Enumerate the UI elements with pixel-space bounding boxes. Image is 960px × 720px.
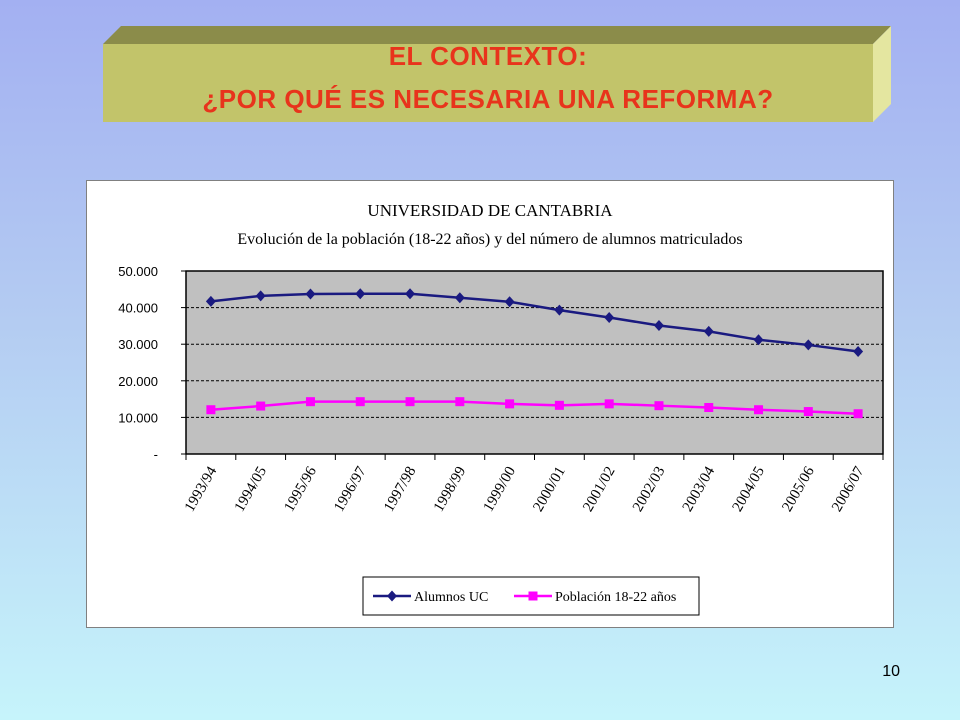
legend-label: Alumnos UC xyxy=(414,590,488,605)
data-point-alumnos xyxy=(753,334,764,346)
data-point-poblacion xyxy=(405,397,415,407)
data-point-alumnos xyxy=(653,320,664,332)
y-tick-label: - xyxy=(154,447,158,462)
data-point-alumnos xyxy=(604,311,615,323)
data-point-poblacion xyxy=(803,407,813,417)
y-tick-label: 40.000 xyxy=(118,301,158,316)
x-tick-label: 2005/06 xyxy=(779,464,818,515)
x-tick-label: 2000/01 xyxy=(530,464,568,515)
data-point-alumnos xyxy=(255,290,266,302)
legend-marker xyxy=(528,591,538,601)
page-number: 10 xyxy=(882,663,900,680)
y-tick-label: 10.000 xyxy=(118,410,158,425)
x-tick-label: 2006/07 xyxy=(829,464,868,515)
x-tick-label: 2003/04 xyxy=(680,464,719,515)
y-tick-label: 50.000 xyxy=(118,264,158,279)
data-point-poblacion xyxy=(305,397,315,407)
legend-marker xyxy=(387,590,397,602)
data-point-poblacion xyxy=(654,401,664,411)
chart-subtitle: Evolución de la población (18-22 años) y… xyxy=(237,231,742,248)
x-tick-label: 2004/05 xyxy=(730,464,768,515)
slide-title-line-2: ¿POR QUÉ ES NECESARIA UNA REFORMA? xyxy=(202,84,774,114)
data-point-alumnos xyxy=(703,325,714,337)
data-point-poblacion xyxy=(455,397,465,407)
x-tick-label: 1997/98 xyxy=(381,464,419,515)
data-point-alumnos xyxy=(853,346,864,358)
x-tick-label: 1994/05 xyxy=(232,464,270,515)
data-point-alumnos xyxy=(405,288,416,300)
x-tick-label: 1996/97 xyxy=(331,464,370,515)
y-tick-label: 20.000 xyxy=(118,374,158,389)
data-point-alumnos xyxy=(355,288,366,300)
slide-title-line-1: EL CONTEXTO: xyxy=(388,41,588,71)
data-point-alumnos xyxy=(504,296,515,308)
data-point-poblacion xyxy=(604,399,614,409)
chart-legend: Alumnos UC Población 18-22 años xyxy=(362,576,700,616)
x-tick-label: 1998/99 xyxy=(431,464,469,515)
legend-label: Población 18-22 años xyxy=(555,590,676,605)
x-tick-label: 1999/00 xyxy=(481,464,519,515)
data-point-poblacion xyxy=(505,399,515,409)
data-point-alumnos xyxy=(454,292,465,304)
title-banner-front-face xyxy=(103,44,873,122)
chart-title: UNIVERSIDAD DE CANTABRIA xyxy=(367,201,613,220)
data-point-poblacion xyxy=(754,405,764,415)
data-point-poblacion xyxy=(554,400,564,410)
data-point-alumnos xyxy=(554,304,565,316)
data-point-poblacion xyxy=(355,397,365,407)
chart-panel: UNIVERSIDAD DE CANTABRIA Evolución de la… xyxy=(86,180,894,628)
plot-background xyxy=(186,271,883,454)
data-point-poblacion xyxy=(256,401,266,411)
data-point-alumnos xyxy=(803,339,814,351)
x-tick-label: 2002/03 xyxy=(630,464,668,515)
data-point-poblacion xyxy=(206,405,216,415)
x-tick-label: 1995/96 xyxy=(281,464,320,515)
data-point-poblacion xyxy=(704,403,714,413)
title-banner-top-face xyxy=(103,26,891,44)
series-line xyxy=(210,292,859,353)
title-banner xyxy=(103,26,891,122)
data-point-poblacion xyxy=(853,409,863,419)
series-line xyxy=(210,400,859,415)
title-banner-side-face xyxy=(873,26,891,122)
y-tick-label: 30.000 xyxy=(118,337,158,352)
x-tick-label: 2001/02 xyxy=(580,464,618,515)
data-point-alumnos xyxy=(205,295,216,307)
line-chart: UNIVERSIDAD DE CANTABRIA Evolución de la… xyxy=(118,201,884,616)
plot-area: - 10.000 20.000 30.000 40.000 50.000 1993/94 19… xyxy=(118,264,884,515)
x-tick-label: 1993/94 xyxy=(182,464,221,515)
data-point-alumnos xyxy=(305,288,316,300)
